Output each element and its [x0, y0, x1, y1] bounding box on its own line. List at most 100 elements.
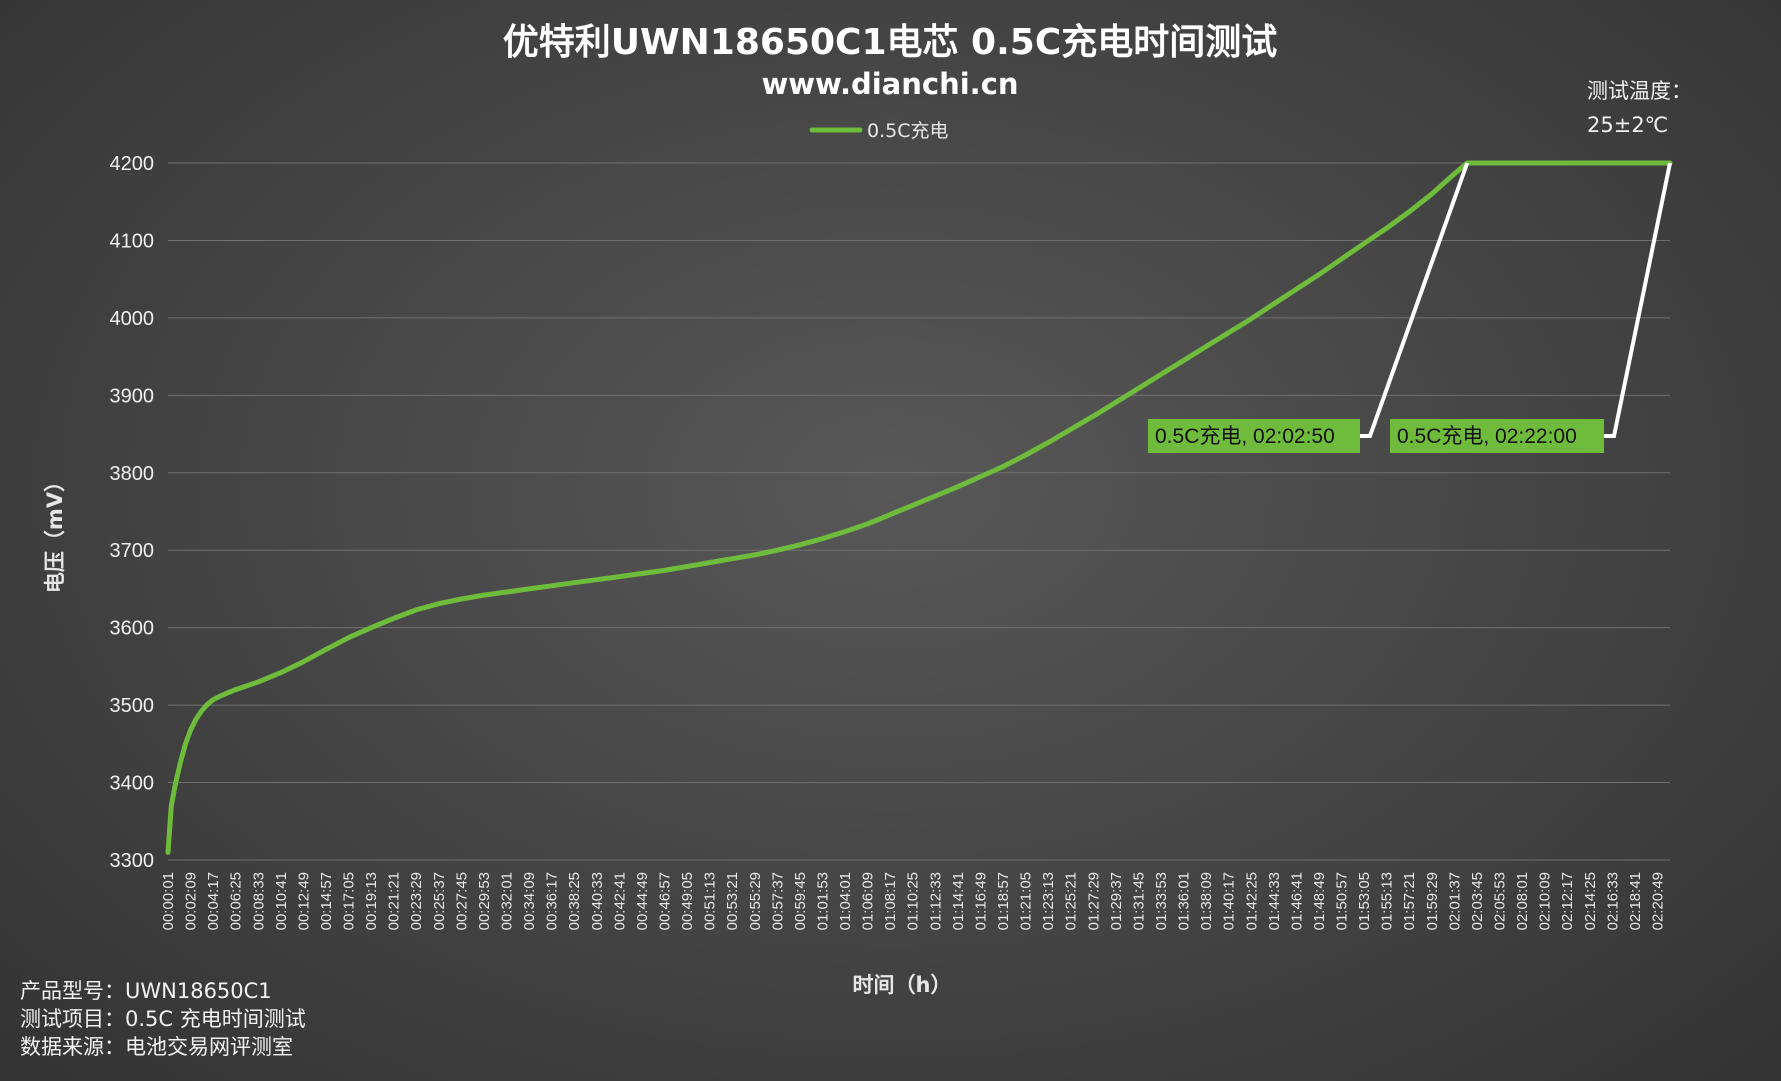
x-tick-label: 01:06:09 — [860, 872, 877, 930]
info-source: 数据来源：电池交易网评测室 — [20, 1035, 293, 1059]
x-tick-label: 01:12:33 — [927, 872, 944, 930]
legend-label: 0.5C充电 — [867, 120, 948, 142]
x-tick-label: 02:10:09 — [1537, 872, 1554, 930]
x-tick-label: 01:01:53 — [814, 872, 831, 930]
x-tick-label: 00:36:17 — [544, 872, 561, 930]
x-tick-label: 00:12:49 — [295, 872, 312, 930]
x-tick-label: 01:44:33 — [1266, 872, 1283, 930]
x-tick-label: 01:38:09 — [1198, 872, 1215, 930]
x-tick-label: 01:55:13 — [1379, 872, 1396, 930]
y-tick-label: 3400 — [110, 773, 155, 795]
x-tick-label: 01:18:57 — [995, 872, 1012, 930]
x-tick-label: 00:49:05 — [679, 872, 696, 930]
x-tick-label: 00:17:05 — [341, 872, 358, 930]
y-tick-label: 4200 — [110, 153, 155, 175]
x-tick-label: 02:12:17 — [1559, 872, 1576, 930]
x-tick-label: 01:31:45 — [1130, 872, 1147, 930]
x-tick-label: 02:20:49 — [1649, 872, 1666, 930]
x-tick-label: 00:44:49 — [634, 872, 651, 930]
x-axis-label: 时间（h） — [853, 973, 952, 997]
x-tick-label: 00:51:13 — [702, 872, 719, 930]
annotation-label: 0.5C充电, 02:22:00 — [1397, 425, 1577, 448]
x-tick-label: 00:42:41 — [611, 872, 628, 930]
x-tick-label: 00:00:01 — [160, 872, 177, 930]
info-model: 产品型号：UWN18650C1 — [20, 979, 272, 1003]
grid-layer — [168, 162, 1670, 861]
y-tick-label: 3700 — [110, 540, 155, 562]
x-tick-label: 00:06:25 — [228, 872, 245, 930]
legend: 0.5C充电 — [809, 120, 948, 142]
x-tick-label: 00:53:21 — [724, 872, 741, 930]
x-tick-label: 01:40:17 — [1221, 872, 1238, 930]
x-tick-label: 01:08:17 — [882, 872, 899, 930]
x-tick-label: 00:23:29 — [408, 872, 425, 930]
x-tick-labels: 00:00:01 00:02:09 00:04:17 00:06:25 00:08:33… — [160, 872, 1666, 930]
x-tick-label: 02:16:33 — [1604, 872, 1621, 930]
x-tick-label: 02:05:53 — [1492, 872, 1509, 930]
x-tick-label: 00:21:21 — [386, 872, 403, 930]
test-temp-value: 25±2℃ — [1587, 113, 1668, 137]
annotation-box — [1390, 419, 1604, 453]
x-tick-label: 01:04:01 — [837, 872, 854, 930]
x-tick-label: 00:32:01 — [499, 872, 516, 930]
x-tick-label: 00:04:17 — [205, 872, 222, 930]
x-tick-label: 01:46:41 — [1288, 872, 1305, 930]
x-tick-label: 02:01:37 — [1446, 872, 1463, 930]
x-tick-label: 00:55:29 — [747, 872, 764, 930]
x-tick-label: 01:53:05 — [1356, 872, 1373, 930]
y-tick-label: 3300 — [110, 850, 155, 872]
x-tick-label: 00:38:25 — [566, 872, 583, 930]
annotations-layer: 0.5C充电, 02:02:50 0.5C充电, 02:22:00 — [1148, 162, 1672, 453]
y-tick-label: 3600 — [110, 618, 155, 640]
x-tick-label: 01:25:21 — [1063, 872, 1080, 930]
x-tick-label: 02:03:45 — [1469, 872, 1486, 930]
x-tick-label: 00:08:33 — [250, 872, 267, 930]
y-tick-label: 3800 — [110, 463, 155, 485]
x-tick-label: 01:36:01 — [1176, 872, 1193, 930]
annotation-leader — [1360, 162, 1470, 438]
y-tick-label: 4100 — [110, 230, 155, 252]
x-tick-label: 00:57:37 — [769, 872, 786, 930]
x-tick-label: 01:33:53 — [1153, 872, 1170, 930]
x-tick-label: 01:48:49 — [1311, 872, 1328, 930]
y-tick-label: 4000 — [110, 308, 155, 330]
x-tick-label: 01:16:49 — [972, 872, 989, 930]
info-item: 测试项目：0.5C 充电时间测试 — [20, 1007, 306, 1031]
x-tick-label: 00:59:45 — [792, 872, 809, 930]
x-tick-label: 01:10:25 — [905, 872, 922, 930]
chart-title: 优特利UWN18650C1电芯 0.5C充电时间测试 — [503, 22, 1278, 63]
x-tick-label: 00:10:41 — [273, 872, 290, 930]
annotation-label: 0.5C充电, 02:02:50 — [1155, 425, 1335, 448]
x-tick-label: 00:25:37 — [431, 872, 448, 930]
x-tick-label: 01:59:29 — [1424, 872, 1441, 930]
annotation-box — [1148, 419, 1360, 453]
x-tick-label: 00:29:53 — [476, 872, 493, 930]
x-tick-label: 01:27:29 — [1085, 872, 1102, 930]
annotation-leader — [1604, 162, 1672, 438]
x-tick-label: 02:14:25 — [1582, 872, 1599, 930]
y-tick-label: 3500 — [110, 695, 155, 717]
series-line — [165, 160, 1673, 855]
x-tick-label: 00:34:09 — [521, 872, 538, 930]
x-tick-label: 00:46:57 — [656, 872, 673, 930]
x-tick-label: 02:18:41 — [1627, 872, 1644, 930]
y-axis-label: 电压（mV） — [43, 471, 67, 593]
series-layer — [165, 160, 1673, 855]
y-tick-label: 3900 — [110, 385, 155, 407]
x-tick-label: 00:14:57 — [318, 872, 335, 930]
x-tick-label: 01:50:57 — [1334, 872, 1351, 930]
x-tick-label: 01:23:13 — [1040, 872, 1057, 930]
y-tick-labels: 3300 3400 3500 3600 3700 3800 3900 4000 4100 4200 — [110, 153, 155, 872]
x-tick-label: 01:57:21 — [1401, 872, 1418, 930]
test-temp-label: 测试温度： — [1587, 79, 1692, 103]
x-tick-label: 00:40:33 — [589, 872, 606, 930]
x-tick-label: 00:27:45 — [453, 872, 470, 930]
x-tick-label: 01:29:37 — [1108, 872, 1125, 930]
chart-subtitle: www.dianchi.cn — [761, 67, 1018, 101]
x-tick-label: 00:02:09 — [183, 872, 200, 930]
x-tick-label: 01:42:25 — [1243, 872, 1260, 930]
x-tick-label: 02:08:01 — [1514, 872, 1531, 930]
x-tick-label: 00:19:13 — [363, 872, 380, 930]
x-tick-label: 01:21:05 — [1018, 872, 1035, 930]
